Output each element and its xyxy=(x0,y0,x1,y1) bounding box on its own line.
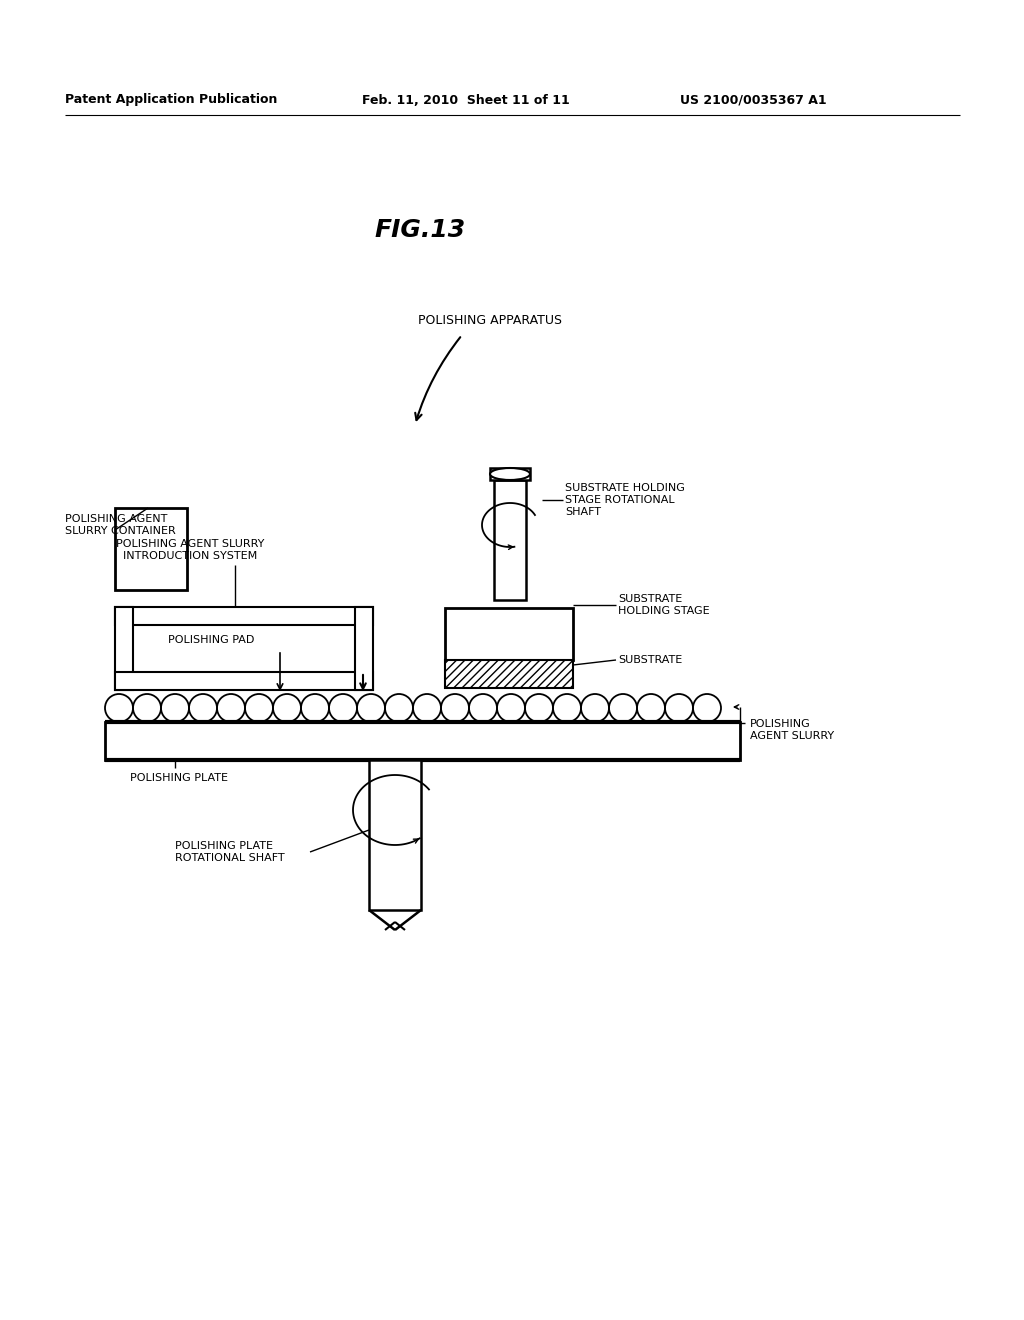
Ellipse shape xyxy=(490,469,530,480)
Text: POLISHING
AGENT SLURRY: POLISHING AGENT SLURRY xyxy=(750,719,835,741)
Bar xyxy=(115,607,133,690)
Text: SUBSTRATE: SUBSTRATE xyxy=(618,655,682,665)
Bar xyxy=(105,722,740,760)
Bar xyxy=(355,607,373,690)
Text: SUBSTRATE HOLDING
STAGE ROTATIONAL
SHAFT: SUBSTRATE HOLDING STAGE ROTATIONAL SHAFT xyxy=(565,483,685,516)
Bar xyxy=(494,480,526,601)
Text: Feb. 11, 2010  Sheet 11 of 11: Feb. 11, 2010 Sheet 11 of 11 xyxy=(362,94,569,107)
Bar xyxy=(115,672,373,690)
Text: SUBSTRATE
HOLDING STAGE: SUBSTRATE HOLDING STAGE xyxy=(618,594,710,616)
Bar xyxy=(445,609,573,660)
Bar xyxy=(445,660,573,688)
Text: Patent Application Publication: Patent Application Publication xyxy=(65,94,278,107)
Text: POLISHING PLATE: POLISHING PLATE xyxy=(130,774,228,783)
Bar xyxy=(369,760,421,909)
Bar xyxy=(115,607,373,624)
Bar xyxy=(115,508,187,590)
Text: POLISHING APPARATUS: POLISHING APPARATUS xyxy=(418,314,562,326)
Text: POLISHING PAD: POLISHING PAD xyxy=(168,635,254,645)
Bar xyxy=(490,469,530,480)
Text: US 2100/0035367 A1: US 2100/0035367 A1 xyxy=(680,94,826,107)
Text: FIG.13: FIG.13 xyxy=(375,218,466,242)
Text: POLISHING AGENT
SLURRY CONTAINER: POLISHING AGENT SLURRY CONTAINER xyxy=(65,515,176,536)
Text: POLISHING PLATE
ROTATIONAL SHAFT: POLISHING PLATE ROTATIONAL SHAFT xyxy=(175,841,285,863)
Text: POLISHING AGENT SLURRY
INTRODUCTION SYSTEM: POLISHING AGENT SLURRY INTRODUCTION SYST… xyxy=(116,539,264,561)
